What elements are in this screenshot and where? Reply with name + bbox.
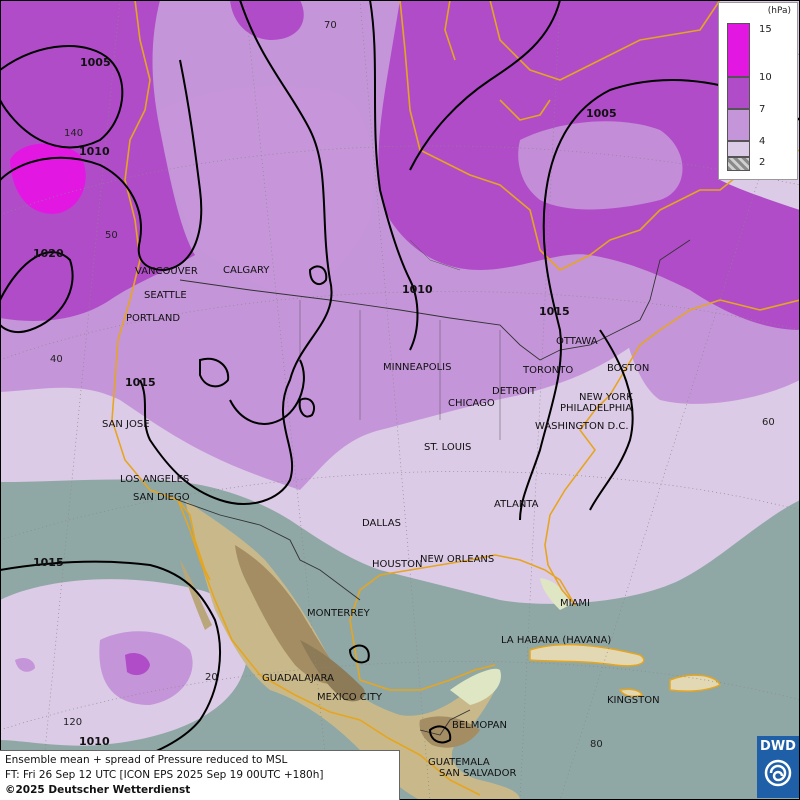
city-label-chicago: CHICAGO <box>448 398 495 409</box>
city-label-san-diego: SAN DIEGO <box>133 492 190 503</box>
legend-unit: (hPa) <box>767 6 791 16</box>
legend-label-15: 15 <box>759 24 772 35</box>
isobar-label: 1010 <box>402 283 433 296</box>
city-label-atlanta: ATLANTA <box>494 499 539 510</box>
city-label-ottawa: OTTAWA <box>556 336 598 347</box>
legend-swatch-2 <box>727 157 750 171</box>
city-label-dallas: DALLAS <box>362 518 401 529</box>
legend-label-2: 2 <box>759 157 766 168</box>
city-label-vancouver: VANCOUVER <box>135 266 198 277</box>
latitude-label: 20 <box>205 672 218 683</box>
city-label-boston: BOSTON <box>607 363 650 374</box>
city-label-houston: HOUSTON <box>372 559 423 570</box>
isobar-label: 1015 <box>125 376 156 389</box>
legend-swatch-10 <box>727 77 750 109</box>
color-legend: (hPa) 15 10 7 4 2 <box>718 2 798 180</box>
dwd-logo-text: DWD <box>760 739 796 754</box>
map-info-box: Ensemble mean + spread of Pressure reduc… <box>0 750 400 800</box>
city-label-new-york: NEW YORK <box>579 392 633 403</box>
copyright: ©2025 Deutscher Wetterdienst <box>5 784 191 796</box>
forecast-time: FT: Fri 26 Sep 12 UTC [ICON EPS 2025 Sep… <box>5 769 324 781</box>
city-label-san-jose: SAN JOSE <box>102 419 150 430</box>
dwd-logo: DWD <box>757 736 799 798</box>
city-label-seattle: SEATTLE <box>144 290 187 301</box>
city-label-mexico-city: MEXICO CITY <box>317 692 382 703</box>
city-label-portland: PORTLAND <box>126 313 181 324</box>
city-label-belmopan: BELMOPAN <box>452 720 507 731</box>
city-label-new-orleans: NEW ORLEANS <box>420 554 495 565</box>
city-label-st-louis: ST. LOUIS <box>424 442 472 453</box>
legend-label-4: 4 <box>759 136 766 147</box>
city-label-kingston: KINGSTON <box>607 695 660 706</box>
legend-label-7: 7 <box>759 104 766 115</box>
longitude-label: 140 <box>64 128 84 139</box>
city-label-toronto: TORONTO <box>523 365 574 376</box>
legend-swatch-15 <box>727 23 750 77</box>
longitude-label: 80 <box>590 739 603 750</box>
isobar-label: 1015 <box>539 305 570 318</box>
legend-label-10: 10 <box>759 72 772 83</box>
isobar-label: 1010 <box>79 145 110 158</box>
isobar-label: 1020 <box>33 247 64 260</box>
product-title: Ensemble mean + spread of Pressure reduc… <box>5 754 288 766</box>
city-label-san-salvador: SAN SALVADOR <box>439 768 517 779</box>
legend-swatch-4 <box>727 141 750 157</box>
isobar-label: 1010 <box>79 735 110 748</box>
latitude-label: 40 <box>50 354 63 365</box>
swirl-icon <box>764 759 792 787</box>
city-label-detroit: DETROIT <box>492 386 537 397</box>
city-label-los-angeles: LOS ANGELES <box>120 474 190 485</box>
isobar-label: 1005 <box>586 107 617 120</box>
city-label-washington: WASHINGTON D.C. <box>535 421 629 432</box>
city-label-philadelphia: PHILADELPHIA <box>560 403 633 414</box>
city-label-minneapolis: MINNEAPOLIS <box>383 362 452 373</box>
city-label-miami: MIAMI <box>560 598 590 609</box>
city-label-guatemala: GUATEMALA <box>428 757 490 768</box>
longitude-label: 60 <box>762 417 775 428</box>
isobar-label: 1015 <box>33 556 64 569</box>
latitude-label: 70 <box>324 20 337 31</box>
city-label-la-habana: LA HABANA (HAVANA) <box>501 635 612 646</box>
city-label-monterrey: MONTERREY <box>307 608 370 619</box>
city-label-guadalajara: GUADALAJARA <box>262 673 334 684</box>
isobar-label: 1005 <box>80 56 111 69</box>
latitude-label: 50 <box>105 230 118 241</box>
city-label-calgary: CALGARY <box>223 265 270 276</box>
longitude-label: 120 <box>63 717 83 728</box>
legend-swatch-7 <box>727 109 750 141</box>
